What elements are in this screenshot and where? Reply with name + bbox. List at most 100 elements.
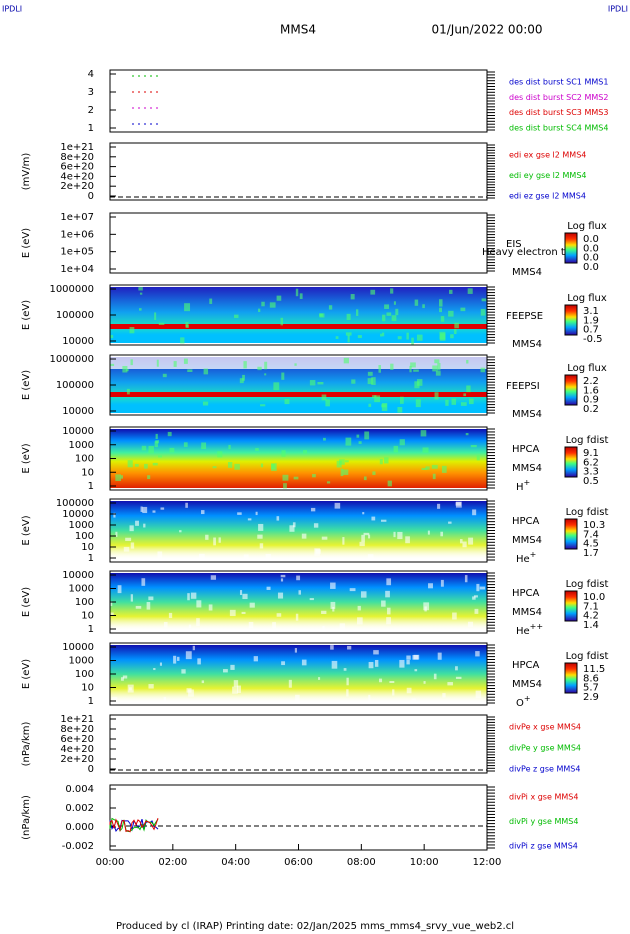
- spectrogram-streak: [299, 293, 303, 299]
- spectrogram-streak: [437, 652, 442, 660]
- spectrogram-streak: [406, 332, 409, 340]
- colorbar-label: 2.9: [583, 692, 599, 703]
- spectrogram-streak: [464, 575, 468, 583]
- spectrogram-streak: [420, 430, 427, 437]
- spectrogram-streak: [359, 541, 365, 547]
- spectrogram-streak: [301, 659, 307, 666]
- spectrogram-streak: [331, 660, 338, 669]
- spectrogram-streak: [386, 312, 392, 316]
- panel-frame: [109, 784, 488, 851]
- spectrogram-streak: [347, 645, 352, 650]
- y-tick-label: 1: [88, 624, 94, 635]
- spectrogram-streak: [416, 379, 423, 386]
- spectrogram-streak: [428, 583, 433, 589]
- y-tick-label: 100: [75, 597, 94, 608]
- spectrogram-streak: [163, 621, 168, 628]
- spectrogram-streak: [148, 596, 154, 601]
- spectrogram-streak: [209, 298, 213, 304]
- spectrogram-streak: [387, 480, 392, 487]
- spectrogram-streak: [188, 624, 192, 629]
- legend-label: divPi z gse MMS4: [509, 842, 578, 851]
- spectrogram-streak: [321, 610, 327, 615]
- spectrogram-streak: [455, 676, 462, 679]
- x-tick-label: 02:00: [158, 857, 187, 868]
- colorbar-title: Log fdist: [566, 507, 609, 518]
- spectrogram-streak: [148, 445, 154, 454]
- spectrogram-streak: [381, 404, 387, 408]
- spectrogram-streak: [440, 579, 444, 587]
- spectrogram-streak: [110, 363, 115, 366]
- colorbar: [564, 374, 578, 406]
- spectrogram-streak: [362, 512, 365, 515]
- ion-base: He: [516, 554, 530, 565]
- y-tick-label: 1e+04: [60, 264, 94, 275]
- colorbar-title: Log flux: [567, 363, 607, 374]
- y-tick-label: 10000: [62, 509, 94, 520]
- spectrogram-streak: [412, 655, 419, 660]
- spectrogram-streak: [373, 650, 379, 655]
- spectrogram-streak: [397, 531, 403, 540]
- spectrogram-streak: [213, 537, 216, 546]
- spectrogram-streak: [463, 393, 467, 397]
- spectrogram-streak: [445, 399, 449, 406]
- spectrogram-streak: [156, 359, 159, 367]
- spectrogram-streak: [283, 483, 287, 489]
- spectrogram-streak: [332, 607, 335, 612]
- y-axis-label: E (eV): [21, 659, 32, 689]
- spectrogram-streak: [406, 687, 412, 694]
- spectrogram-streak: [473, 595, 478, 598]
- colorbar-label: 4.2: [583, 611, 599, 622]
- spectrogram-streak: [447, 682, 453, 686]
- spectrogram-streak: [255, 511, 258, 516]
- spectrogram-streak: [346, 313, 351, 320]
- spectrogram-streak: [190, 592, 197, 599]
- instrument-label: HPCA: [512, 588, 540, 599]
- legend-label: des dist burst SC1 MMS1: [509, 78, 608, 87]
- y-axis-label: E (eV): [21, 587, 32, 617]
- spectrogram-streak: [223, 669, 228, 673]
- colorbar-title: Log flux: [567, 221, 607, 232]
- spectrogram-streak: [154, 312, 157, 320]
- y-tick-label: 2e+20: [60, 754, 94, 765]
- spectrogram-streak: [199, 553, 205, 561]
- colorbar-label: 4.5: [583, 539, 599, 550]
- spectrogram-streak: [467, 621, 474, 627]
- spectrogram-streak: [335, 336, 339, 339]
- spectrogram-streak: [295, 288, 299, 297]
- y-tick-label: 100: [75, 454, 94, 465]
- colorbar-label: 3.1: [583, 306, 599, 317]
- spectrogram-streak: [351, 379, 356, 384]
- spectrogram-streak: [239, 378, 244, 384]
- spectrogram-streak: [157, 551, 163, 558]
- colorbar-label: 1.9: [583, 315, 599, 326]
- colorbar-label: 0.0: [583, 243, 599, 254]
- spectrogram-streak: [276, 516, 280, 521]
- spectrogram-streak: [146, 601, 151, 610]
- spectrogram-streak: [217, 451, 223, 458]
- spectrogram-streak: [115, 531, 118, 537]
- spectrogram-streak: [360, 591, 367, 598]
- spectrogram-streak: [144, 463, 148, 469]
- spectrogram-streak: [367, 554, 374, 562]
- spectrogram-streak: [434, 359, 440, 364]
- spectrogram-streak: [432, 365, 438, 372]
- spectrogram-streak: [476, 455, 480, 461]
- spectrogram-streak: [370, 289, 376, 295]
- spectrogram-streak: [295, 694, 300, 702]
- spectrogram-streak: [276, 613, 282, 617]
- spectrogram-streak: [325, 399, 330, 407]
- spectrogram-streak: [328, 305, 333, 310]
- spectrogram-streak: [481, 298, 487, 302]
- spectrogram-streak: [371, 516, 376, 521]
- ion-label: O+: [516, 694, 531, 710]
- colorbar: [564, 518, 578, 550]
- spectrogram-streak: [330, 582, 336, 589]
- spectrogram-streak: [380, 333, 383, 337]
- corner-label: IPDLI: [608, 5, 628, 14]
- colorbar-label: 1.4: [583, 620, 599, 631]
- legend-label: divPi y gse MMS4: [509, 817, 578, 826]
- spectrogram-streak: [431, 464, 438, 469]
- spectrogram-streak: [181, 669, 186, 674]
- spectrogram-streak: [422, 447, 429, 453]
- spectrogram-streak: [272, 622, 276, 629]
